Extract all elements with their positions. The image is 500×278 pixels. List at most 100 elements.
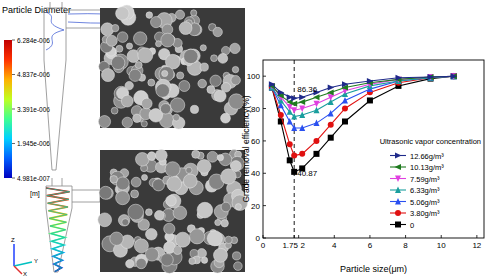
- y-tick-label: 80: [251, 105, 260, 114]
- sem-particle: [201, 257, 207, 263]
- cyclone-body: [44, 2, 66, 170]
- sem-particle: [121, 95, 133, 107]
- sem-particle: [102, 69, 115, 82]
- data-point: [291, 107, 297, 114]
- x-tick: [476, 235, 477, 238]
- sem-particle: [116, 191, 130, 205]
- sem-particle: [183, 174, 197, 188]
- y-tick-label: 60: [251, 137, 260, 146]
- data-point: [451, 73, 457, 79]
- sem-particle: [197, 160, 211, 174]
- sem-particle: [235, 204, 241, 210]
- data-point: [269, 81, 276, 87]
- sem-particle: [148, 79, 155, 86]
- legend-marker: [395, 176, 401, 183]
- sem-particle: [106, 35, 117, 46]
- sem-particle: [179, 81, 190, 92]
- sem-particle: [151, 17, 162, 28]
- trajectory-helix: [46, 188, 70, 272]
- data-point: [299, 106, 305, 113]
- data-point: [428, 74, 434, 81]
- legend-label: 7.59g/m³: [410, 175, 440, 184]
- x-tick-label: 12: [472, 241, 481, 250]
- y-tick-label: 0: [256, 234, 261, 243]
- colorbar-unit: [m]: [30, 190, 40, 198]
- sem-particle: [110, 176, 118, 184]
- sem-particle: [191, 10, 197, 16]
- data-point: [428, 74, 434, 81]
- data-point: [328, 110, 334, 117]
- sem-particle: [173, 114, 180, 121]
- trajectory: [46, 12, 64, 50]
- data-point: [287, 104, 293, 111]
- sem-particle: [131, 177, 141, 187]
- y-tick: [263, 140, 266, 141]
- data-point: [427, 74, 434, 80]
- sem-particle: [126, 260, 134, 268]
- sem-particle: [122, 219, 129, 226]
- x-tick-label: 4: [332, 241, 337, 250]
- x-tick: [263, 235, 264, 238]
- sem-particle: [231, 76, 240, 85]
- x-tick: [334, 235, 335, 238]
- annotation: 40.87: [297, 169, 318, 178]
- data-point: [428, 74, 435, 80]
- data-point: [278, 89, 285, 95]
- sem-particle: [211, 55, 218, 62]
- x-tick-label: 8: [403, 241, 408, 250]
- sem-particle: [214, 248, 228, 262]
- sem-particle: [162, 70, 168, 76]
- axis-label: X: [23, 271, 27, 277]
- sem-particle: [232, 66, 238, 72]
- sem-particle: [192, 150, 200, 158]
- sem-particle: [184, 49, 198, 63]
- sem-particle: [146, 228, 158, 240]
- data-point: [451, 73, 457, 79]
- plot-frame: [263, 60, 484, 238]
- cyclone-lower: [46, 178, 100, 272]
- data-point: [328, 94, 334, 101]
- sem-particle: [175, 10, 184, 19]
- sem-particle: [197, 202, 213, 218]
- trajectory-helix: [46, 188, 70, 272]
- sem-particle: [186, 167, 192, 173]
- sem-particle: [221, 113, 231, 123]
- sem-particle: [111, 56, 125, 70]
- sem-particle: [147, 152, 156, 161]
- colorbar-label: 4.981e-007: [17, 175, 50, 182]
- data-point: [451, 73, 457, 80]
- y-tick: [263, 205, 266, 206]
- annotation: 86.36: [297, 85, 318, 94]
- series-line: [272, 76, 454, 116]
- data-point: [314, 107, 320, 114]
- legend: Ultrasonic vapor concentration12.66g/m³1…: [380, 137, 481, 230]
- sem-particle: [146, 12, 153, 19]
- sem-particle: [225, 236, 232, 243]
- y-tick: [263, 76, 266, 77]
- data-point: [313, 151, 319, 157]
- sem-particle: [198, 79, 207, 88]
- data-point: [328, 85, 335, 91]
- sem-particle: [110, 232, 123, 245]
- sem-particle: [165, 162, 180, 177]
- legend-marker: [395, 187, 401, 194]
- sem-particle: [155, 211, 165, 221]
- sem-particle: [217, 154, 223, 160]
- sem-particle: [112, 24, 119, 31]
- legend-label: 10.13g/m³: [410, 163, 444, 172]
- colorbar-tick: [12, 178, 15, 179]
- axis-z: [13, 244, 15, 266]
- sem-particle: [131, 190, 139, 198]
- sem-particle: [117, 32, 128, 43]
- colorbar-title: Particle Diameter: [2, 5, 71, 15]
- sem-particle: [170, 98, 184, 112]
- data-point: [451, 73, 457, 80]
- data-point: [299, 99, 306, 105]
- colorbar-label: 3.391e-006: [17, 106, 50, 113]
- sem-particle: [234, 262, 243, 271]
- series-line: [272, 76, 454, 172]
- legend-marker: [395, 210, 401, 216]
- colorbar-label: 1.945e-006: [17, 140, 50, 147]
- sem-particle: [156, 41, 162, 47]
- sem-particle: [134, 32, 147, 45]
